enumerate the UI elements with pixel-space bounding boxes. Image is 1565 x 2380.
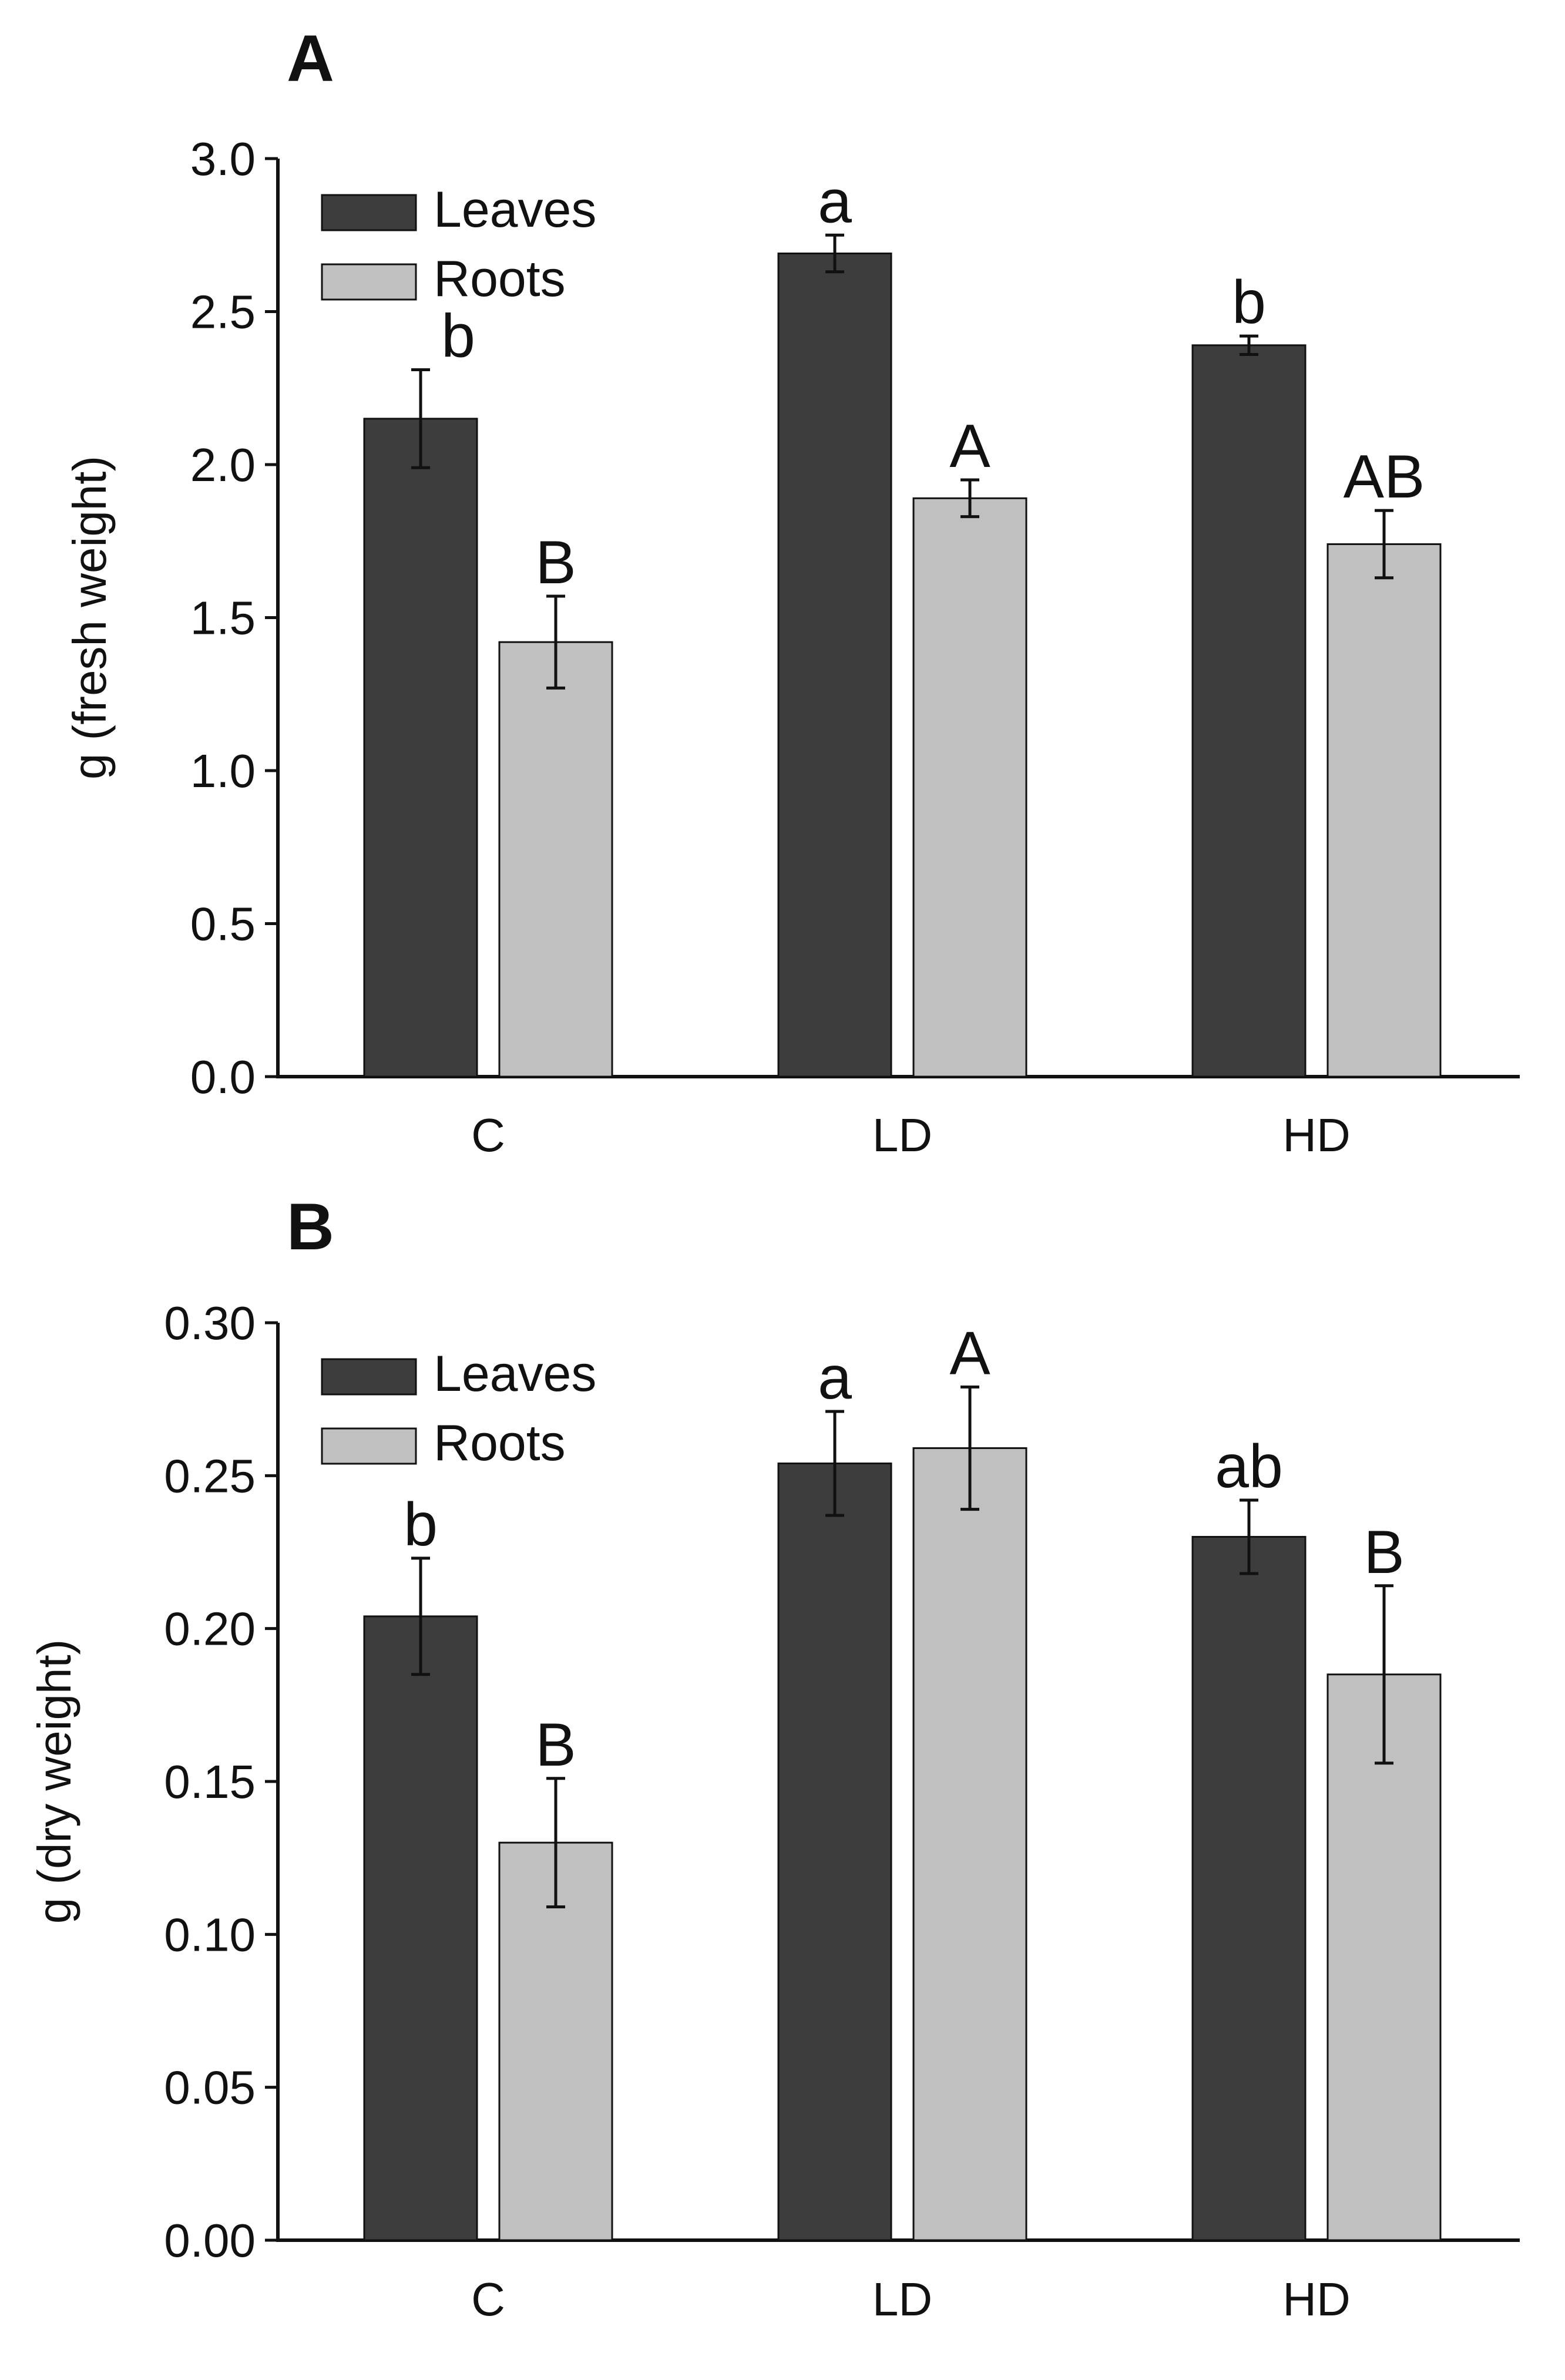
y-tick-label: 0.15 — [164, 1756, 256, 1808]
significance-label: a — [818, 167, 852, 236]
y-tick-label: 0.20 — [164, 1603, 256, 1655]
bar-roots-c — [498, 641, 613, 1078]
y-tick-label: 3.0 — [190, 133, 256, 185]
bar-roots-hd — [1326, 543, 1442, 1078]
bar-leaves-hd — [1191, 1535, 1307, 2241]
y-tick-label: 2.0 — [190, 439, 256, 491]
bar-roots-ld — [912, 1447, 1027, 2241]
bar-roots-c — [498, 1841, 613, 2241]
legend-label-leaves: Leaves — [434, 181, 596, 238]
bar-leaves-ld — [777, 253, 892, 1078]
bar-leaves-ld — [777, 1463, 892, 2241]
y-tick-label: 2.5 — [190, 286, 256, 338]
x-tick-label: LD — [872, 1109, 932, 1161]
y-axis-label: g (fresh weight) — [63, 456, 116, 779]
panel-letter: A — [287, 22, 334, 95]
bar-roots-ld — [912, 497, 1027, 1078]
legend-label-leaves: Leaves — [434, 1346, 596, 1402]
legend-label-roots: Roots — [434, 251, 566, 307]
bar-roots-hd — [1326, 1673, 1442, 2241]
y-tick-label: 0.5 — [190, 898, 256, 950]
y-tick-label: 0.0 — [190, 1051, 256, 1103]
y-tick-label: 0.10 — [164, 1908, 256, 1961]
significance-label: ab — [1215, 1433, 1283, 1501]
significance-label: B — [535, 1711, 576, 1779]
significance-label: b — [404, 1491, 438, 1559]
y-tick-label: 0.30 — [164, 1297, 256, 1349]
significance-label: A — [949, 412, 990, 480]
legend-swatch-roots — [321, 263, 417, 301]
significance-label: B — [1364, 1518, 1404, 1586]
significance-label: b — [1232, 268, 1266, 337]
y-tick-label: 0.25 — [164, 1450, 256, 1502]
legend-swatch-leaves — [321, 194, 417, 231]
significance-label: b — [441, 302, 475, 370]
x-tick-label: C — [471, 2273, 505, 2325]
y-tick-label: 1.0 — [190, 745, 256, 797]
y-tick-label: 0.05 — [164, 2062, 256, 2114]
bar-leaves-hd — [1191, 344, 1307, 1078]
significance-label: A — [949, 1319, 990, 1387]
panel-letter: B — [287, 1190, 334, 1263]
y-axis-label: g (dry weight) — [28, 1639, 80, 1924]
y-tick-label: 1.5 — [190, 592, 256, 644]
legend-swatch-leaves — [321, 1358, 417, 1396]
significance-label: AB — [1344, 443, 1425, 511]
significance-label: a — [818, 1344, 852, 1412]
legend-label-roots: Roots — [434, 1415, 566, 1471]
x-tick-label: LD — [872, 2273, 932, 2325]
x-tick-label: HD — [1282, 1109, 1351, 1161]
bar-leaves-c — [363, 1615, 478, 2241]
x-tick-label: C — [471, 1109, 505, 1161]
chart-panel-b: B 0.00 0.05 0.10 0.15 0.20 0.25 0.30 g (dry weig… — [28, 1190, 1520, 2325]
significance-label: B — [535, 529, 576, 597]
x-tick-label: HD — [1282, 2273, 1351, 2325]
legend-swatch-roots — [321, 1427, 417, 1465]
y-tick-label: 0.00 — [164, 2214, 256, 2267]
bar-leaves-c — [363, 418, 478, 1078]
chart-panel-a: A 0.0 0.5 1.0 1.5 2.0 2.5 3.0 g (fresh weight) b a… — [63, 22, 1520, 1161]
